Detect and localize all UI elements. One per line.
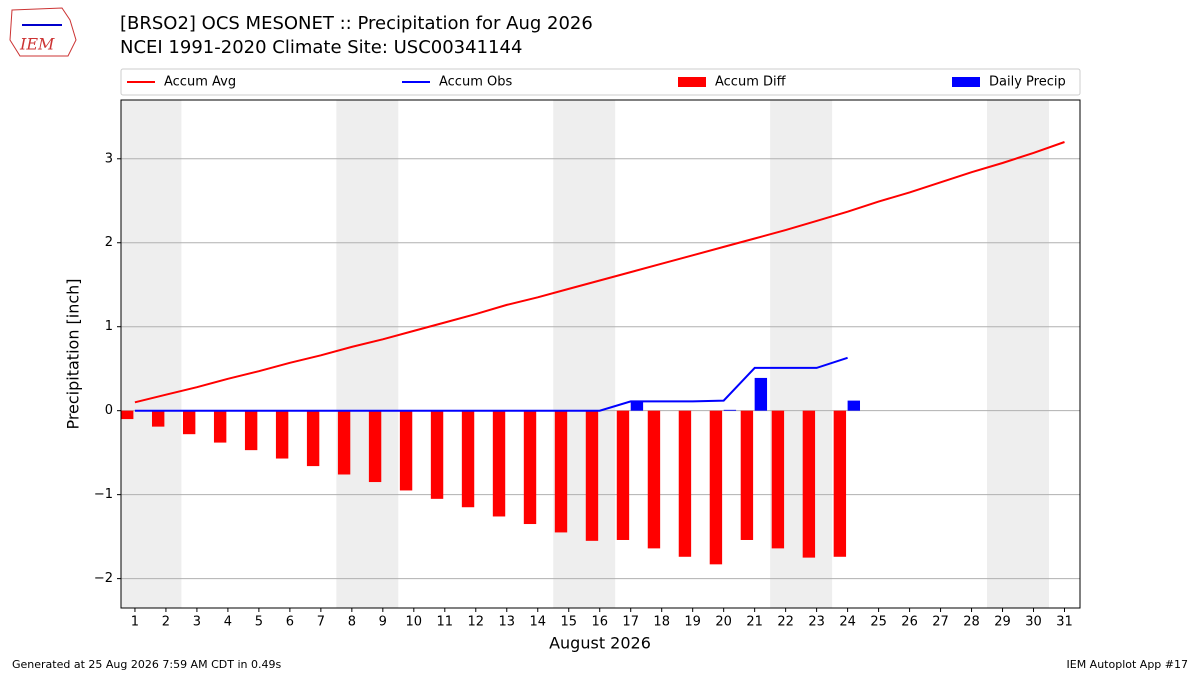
x-tick-label: 8 [348,615,356,630]
bar [833,410,847,557]
legend-frame [120,68,1081,96]
weekend-band [987,100,1050,608]
bar [771,410,785,549]
x-tick-label: 1 [131,615,139,630]
x-tick-label: 5 [255,615,263,630]
bar [337,410,351,475]
line [134,356,848,412]
x-tick-label: 9 [379,615,387,630]
bar [430,410,444,499]
x-tick-label: 12 [468,615,485,630]
y-tick-label: −2 [94,571,113,586]
logo: IEM [9,7,77,57]
x-tick-label: 7 [317,615,325,630]
x-tick-label: 27 [932,615,949,630]
bar [847,400,861,411]
bar [723,409,737,411]
legend-swatch [678,77,706,87]
plot-area [121,100,1080,608]
x-tick-label: 13 [498,615,515,630]
x-tick-label: 18 [653,615,670,630]
x-tick-label: 16 [591,615,608,630]
x-tick-label: 19 [684,615,701,630]
bar [461,410,475,508]
x-tick-label: 6 [286,615,294,630]
bar [399,410,413,491]
x-tick-label: 15 [560,615,577,630]
y-tick-label: −1 [94,487,113,502]
x-tick-label: 10 [406,615,423,630]
bar [151,410,165,427]
x-tick-label: 2 [162,615,170,630]
bar [492,410,506,517]
y-tick-label: 3 [105,151,113,166]
bar [523,410,537,525]
chart-title: [BRSO2] OCS MESONET :: Precipitation for… [120,13,593,34]
x-tick-label: 21 [746,615,763,630]
bar [754,377,768,411]
x-tick-label: 25 [870,615,887,630]
bar [306,410,320,467]
legend-label: Accum Avg [164,75,236,90]
x-tick-label: 22 [777,615,794,630]
y-tick-label: 2 [105,235,113,250]
x-tick-label: 11 [437,615,454,630]
bar [647,410,661,549]
x-tick-label: 20 [715,615,732,630]
x-tick-label: 29 [994,615,1011,630]
bar [275,410,289,459]
y-tick-label: 1 [105,319,113,334]
x-tick-label: 3 [193,615,201,630]
x-tick-label: 26 [901,615,918,630]
legend-swatch [952,77,980,87]
bar [630,401,644,411]
plot-frame [120,99,1081,609]
bar [244,410,258,451]
logo-text: IEM [19,35,55,54]
x-tick-label: 30 [1025,615,1042,630]
x-tick-label: 4 [224,615,232,630]
weekend-band [336,100,399,608]
y-tick-label: 0 [105,403,113,418]
bar [585,410,599,541]
x-tick-label: 24 [839,615,856,630]
weekend-band [121,100,182,608]
line [134,141,1065,404]
legend-label: Accum Obs [439,75,512,90]
bar [554,410,568,533]
x-axis-label: August 2026 [549,634,651,653]
y-axis-label: Precipitation [inch] [64,278,83,429]
x-tick-label: 17 [622,615,639,630]
bar [740,410,754,540]
logo-outline [9,7,77,57]
x-tick-label: 23 [808,615,825,630]
chart-subtitle: NCEI 1991-2020 Climate Site: USC00341144 [120,37,522,58]
footer-right: IEM Autoplot App #17 [1067,658,1189,671]
bar [709,410,723,565]
legend-label: Accum Diff [715,75,787,90]
footer-left: Generated at 25 Aug 2026 7:59 AM CDT in … [12,658,281,671]
bar [182,410,196,435]
bar [121,410,134,420]
bar [802,410,816,558]
bar [213,410,227,443]
bar [368,410,382,483]
bar [616,410,630,540]
bar [678,410,692,557]
x-tick-label: 31 [1056,615,1073,630]
legend-label: Daily Precip [989,75,1066,90]
x-tick-label: 28 [963,615,980,630]
x-tick-label: 14 [529,615,546,630]
